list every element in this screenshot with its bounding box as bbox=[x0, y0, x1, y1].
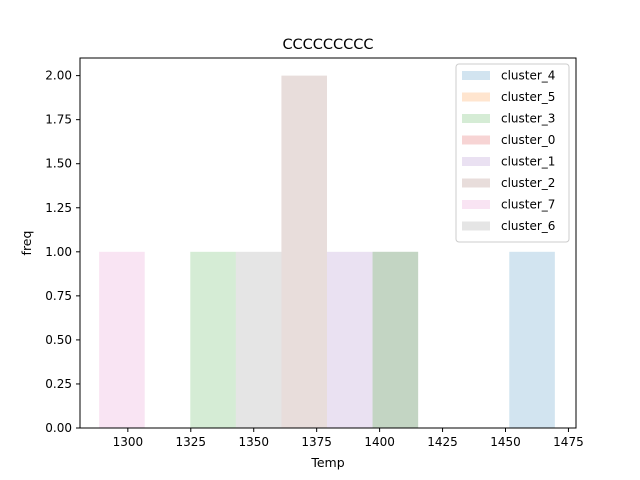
legend-swatch-cluster_3 bbox=[462, 114, 490, 123]
x-tick-label: 1300 bbox=[113, 435, 144, 449]
y-tick-label: 0.75 bbox=[45, 289, 72, 303]
y-tick-label: 0.00 bbox=[45, 421, 72, 435]
legend-label-cluster_7: cluster_7 bbox=[501, 198, 555, 212]
legend-box bbox=[455, 63, 570, 243]
y-tick-label: 2.00 bbox=[45, 69, 72, 83]
legend-swatch-cluster_2 bbox=[462, 178, 490, 188]
bar-cluster_7-0 bbox=[99, 251, 145, 428]
x-tick-label: 1350 bbox=[238, 435, 269, 449]
legend-label-cluster_4: cluster_4 bbox=[501, 69, 555, 83]
y-tick-label: 0.25 bbox=[45, 377, 72, 391]
bar-cluster_4-0 bbox=[509, 251, 555, 428]
bar-cluster_3-1 bbox=[372, 251, 419, 428]
x-tick-label: 1375 bbox=[301, 435, 332, 449]
y-tick-label: 1.75 bbox=[45, 113, 72, 127]
bars-layer bbox=[99, 75, 555, 428]
y-axis-ticks: 0.00 0.25 0.50 0.75 1.00 1.25 1.50 1.75 2.00 bbox=[45, 69, 80, 435]
bar-cluster_6-1 bbox=[372, 251, 419, 428]
legend: cluster_4 cluster_5 cluster_3 cluster_0clus… bbox=[455, 63, 570, 243]
x-tick-label: 1325 bbox=[176, 435, 207, 449]
y-tick-label: 1.25 bbox=[45, 201, 72, 215]
chart-title: CCCCCCCCC bbox=[282, 37, 373, 53]
y-tick-label: 0.50 bbox=[45, 333, 72, 347]
legend-swatch-cluster_7 bbox=[462, 200, 490, 209]
plot-frame bbox=[79, 57, 577, 429]
legend-label-cluster_1: cluster_1 bbox=[501, 155, 555, 169]
legend-label-cluster_6: cluster_6 bbox=[501, 219, 555, 233]
x-axis-ticks: 1300 1325 1350 1375 1400 1425 1450 1475 bbox=[113, 428, 584, 449]
y-axis-label: freq bbox=[19, 231, 34, 256]
x-tick-label: 1425 bbox=[427, 435, 458, 449]
legend-label-cluster_2: cluster_2 bbox=[501, 176, 555, 190]
legend-swatch-cluster_6 bbox=[462, 221, 490, 231]
legend-swatch-cluster_5 bbox=[462, 92, 490, 102]
legend-label-cluster_5: cluster_5 bbox=[501, 90, 555, 104]
bar-cluster_1-0 bbox=[326, 251, 373, 428]
legend-swatch-cluster_4 bbox=[462, 71, 490, 80]
x-tick-label: 1475 bbox=[553, 435, 584, 449]
x-tick-label: 1400 bbox=[364, 435, 395, 449]
y-tick-label: 1.00 bbox=[45, 245, 72, 259]
bar-cluster_6-0 bbox=[235, 251, 282, 428]
x-tick-label: 1450 bbox=[490, 435, 521, 449]
legend-swatch-cluster_0 bbox=[462, 135, 490, 145]
bar-cluster_3-0 bbox=[190, 251, 236, 428]
legend-label-cluster_0: cluster_0 bbox=[501, 133, 555, 147]
legend-label-cluster_3: cluster_3 bbox=[501, 112, 555, 126]
legend-swatch-cluster_1 bbox=[462, 157, 490, 166]
x-axis-label: Temp bbox=[310, 455, 344, 470]
bar-cluster_2-0 bbox=[281, 75, 327, 428]
y-tick-label: 1.50 bbox=[45, 157, 72, 171]
